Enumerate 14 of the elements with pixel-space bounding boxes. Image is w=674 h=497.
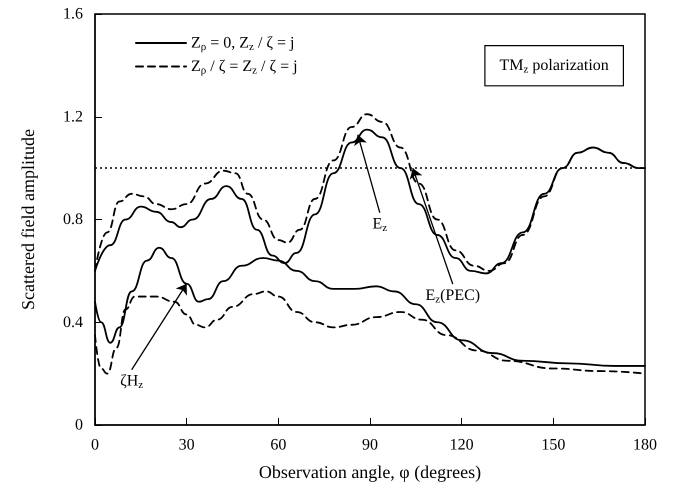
x-tick-label: 120	[450, 436, 474, 454]
y-tick-label: 0.8	[63, 211, 83, 228]
x-tick-label: 0	[91, 436, 99, 454]
x-tick-label: 150	[541, 436, 566, 454]
y-tick-label: 1.6	[63, 6, 83, 22]
x-tick-label: 90	[362, 436, 378, 454]
x-tick-label: 60	[270, 436, 286, 454]
y-axis-title: Scattered field amplitude	[18, 129, 38, 310]
x-axis-title: Observation angle, φ (degrees)	[258, 462, 482, 482]
x-tick-label: 180	[633, 436, 657, 454]
x-tick-label: 30	[178, 436, 195, 454]
y-tick-label: 0.4	[63, 314, 83, 331]
y-tick-label: 0	[75, 416, 83, 434]
y-tick-label: 1.2	[63, 108, 83, 126]
